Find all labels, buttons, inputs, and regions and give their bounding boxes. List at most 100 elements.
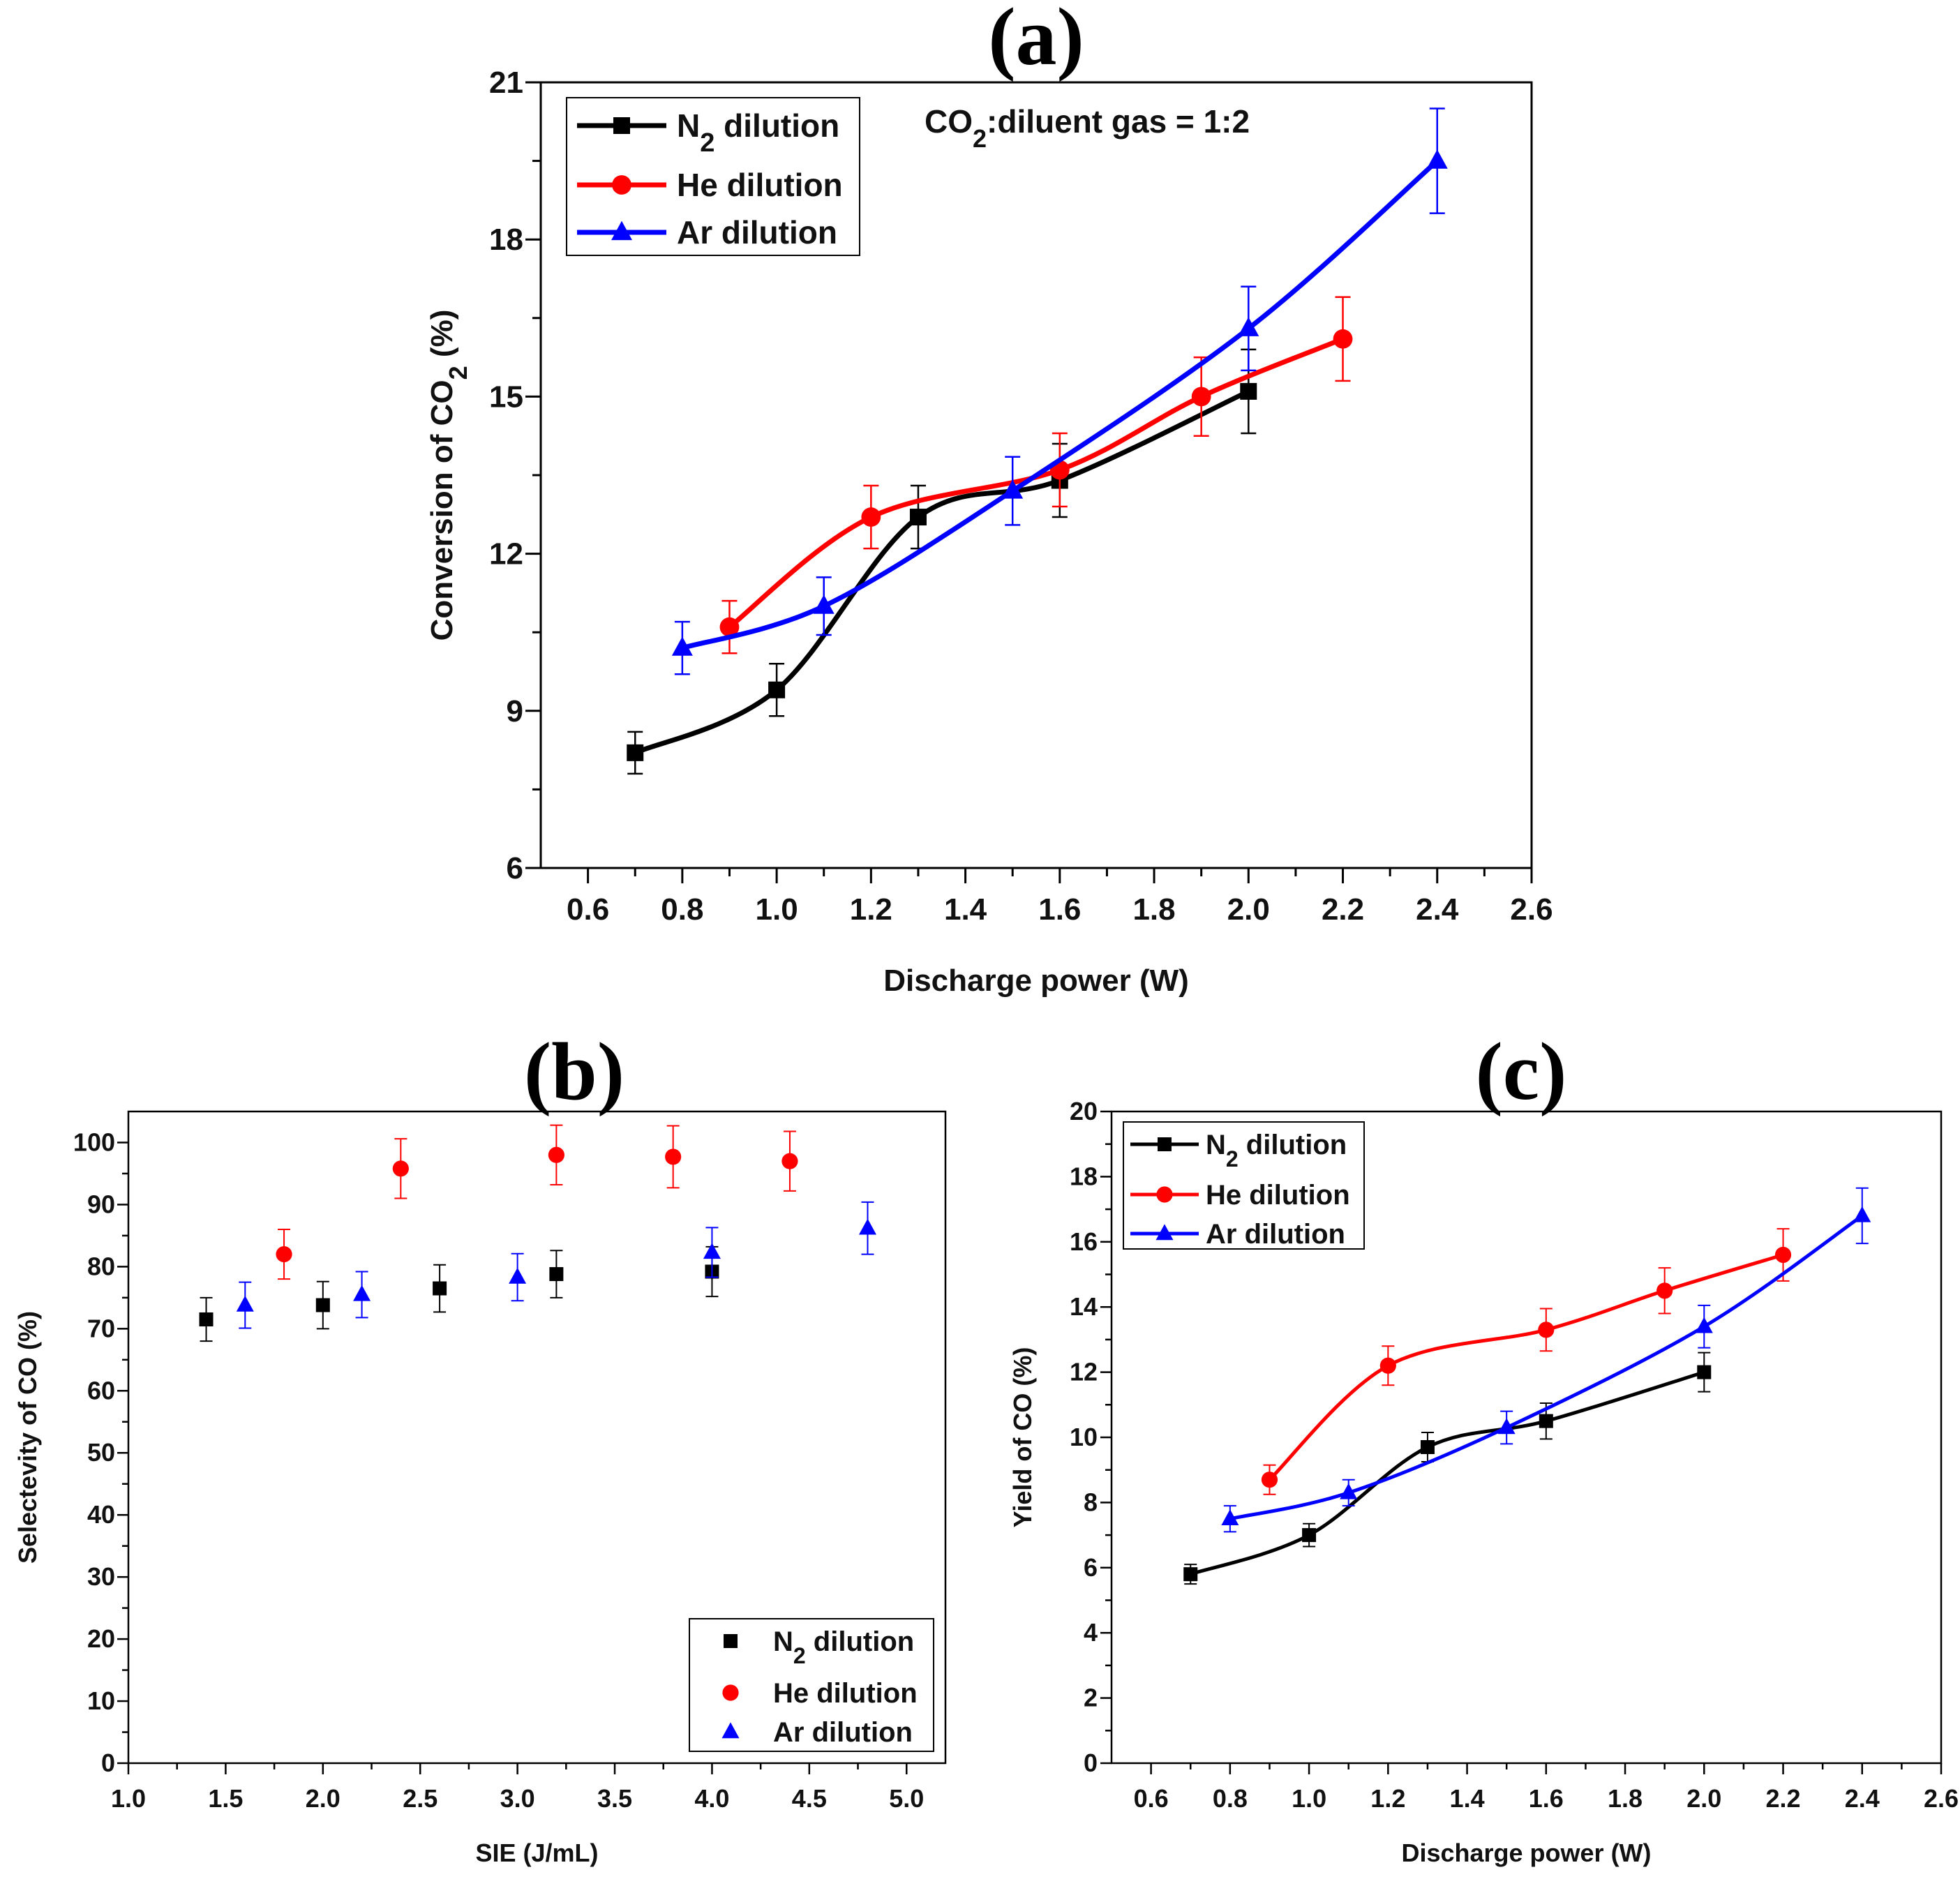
y-tick-label: 18 <box>1070 1162 1098 1190</box>
x-tick-label: 2.4 <box>1416 892 1459 927</box>
x-axis-title: SIE (J/mL) <box>475 1839 598 1867</box>
y-tick-label: 60 <box>87 1376 115 1405</box>
data-point-he <box>276 1245 292 1263</box>
data-point-n2 <box>1183 1567 1198 1582</box>
data-point-he <box>1774 1246 1792 1264</box>
legend-label-n2: N2 dilution <box>677 107 839 158</box>
data-point-n2 <box>909 509 927 526</box>
series-n2 <box>1183 1352 1712 1585</box>
data-point-ar <box>1221 1509 1239 1525</box>
data-point-he <box>1538 1322 1555 1338</box>
y-tick-label: 50 <box>87 1438 115 1467</box>
data-point-he <box>548 1146 564 1163</box>
data-point-n2 <box>627 744 644 761</box>
y-tick-label: 12 <box>1070 1358 1098 1386</box>
panel-a-label: (a) <box>988 0 1084 82</box>
y-tick-label: 21 <box>489 66 523 100</box>
panel-b-label: (b) <box>524 1026 624 1117</box>
legend-marker-he <box>722 1684 739 1701</box>
data-point-ar <box>509 1267 527 1284</box>
legend-marker-n2 <box>613 117 630 134</box>
series-ar <box>671 107 1448 675</box>
panel-c-yield-chart: (c) 0.6 0.8 1.0 1.2 1.4 1.6 1.8 2.0 2.2 2.4 2.6 0 2 4… <box>1008 1026 1959 1867</box>
data-point-he <box>861 507 881 527</box>
y-tick-label: 20 <box>87 1624 115 1653</box>
y-tick-label: 30 <box>87 1562 115 1591</box>
plot-area-1: 1.0 1.5 2.0 2.5 3.0 3.5 4.0 4.5 5.0 0 10 20 30 40 50 60… <box>13 1110 947 1867</box>
plot-area-2: 0.6 0.8 1.0 1.2 1.4 1.6 1.8 2.0 2.2 2.4 2.6 0 2 4 6 8 10… <box>1008 1097 1959 1867</box>
y-axis-title: Yield of CO (%) <box>1008 1347 1037 1528</box>
legend: N2 dilution He dilution Ar dilution <box>1123 1121 1365 1250</box>
series-line-he <box>727 336 1345 630</box>
data-point-he <box>392 1160 409 1177</box>
x-tick-label: 1.4 <box>944 892 987 927</box>
x-tick-label: 5.0 <box>889 1784 924 1813</box>
data-point-n2 <box>768 681 786 698</box>
legend-marker-n2 <box>724 1634 738 1648</box>
legend-marker-n2 <box>1158 1137 1172 1151</box>
x-axis-title: Discharge power (W) <box>1401 1839 1651 1867</box>
legend-label-he: He dilution <box>1206 1180 1350 1211</box>
y-tick-label: 16 <box>1070 1227 1098 1256</box>
legend-marker-ar <box>611 220 632 241</box>
data-point-ar <box>1340 1483 1358 1499</box>
legend-label-he: He dilution <box>773 1678 918 1709</box>
y-tick-label: 4 <box>1084 1618 1098 1647</box>
x-tick-label: 2.0 <box>1686 1784 1721 1813</box>
legend: N2 dilution He dilution Ar dilution <box>689 1618 934 1752</box>
legend-label-n2: N2 dilution <box>1206 1130 1347 1171</box>
x-tick-label: 3.0 <box>500 1784 535 1813</box>
y-tick-label: 40 <box>87 1500 115 1529</box>
y-tick-label: 15 <box>489 380 523 414</box>
y-tick-label: 70 <box>87 1314 115 1342</box>
series-n2 <box>199 1245 719 1342</box>
y-tick-label: 6 <box>507 851 523 885</box>
data-point-ar <box>1002 479 1024 499</box>
data-point-ar <box>671 636 693 656</box>
data-point-n2 <box>1240 382 1257 400</box>
legend-label-n2: N2 dilution <box>773 1626 914 1668</box>
panel-a-conversion-chart: (a) CO2:diluent gas = 1:2 0.6 0.8 1.0 1.2 1.… <box>425 0 1553 998</box>
legend-marker-he <box>612 175 631 195</box>
x-tick-label: 2.6 <box>1510 892 1553 927</box>
data-point-ar <box>353 1285 371 1301</box>
y-tick-label: 6 <box>1084 1553 1098 1582</box>
series-line-ar <box>680 158 1440 651</box>
x-tick-label: 2.0 <box>306 1784 341 1813</box>
x-tick-label: 2.2 <box>1322 892 1364 927</box>
x-axis-title: Discharge power (W) <box>883 964 1189 998</box>
x-tick-label: 1.0 <box>111 1784 146 1813</box>
legend-label-ar: Ar dilution <box>1206 1219 1345 1250</box>
y-tick-label: 18 <box>489 223 523 257</box>
data-point-ar <box>1695 1317 1713 1333</box>
x-tick-label: 1.2 <box>850 892 892 927</box>
data-point-he <box>1261 1472 1278 1488</box>
y-tick-label: 20 <box>1070 1097 1098 1125</box>
data-point-n2 <box>199 1312 214 1326</box>
data-point-he <box>1333 329 1353 349</box>
legend-label-ar: Ar dilution <box>677 214 837 250</box>
series-line-he <box>1268 1253 1785 1482</box>
x-tick-label: 1.8 <box>1132 892 1175 927</box>
x-tick-label: 2.2 <box>1766 1784 1801 1813</box>
data-point-n2 <box>549 1267 564 1282</box>
data-point-n2 <box>315 1298 330 1312</box>
x-tick-label: 0.6 <box>1134 1784 1169 1813</box>
data-point-he <box>1379 1357 1396 1374</box>
legend-marker-he <box>1156 1186 1173 1203</box>
legend-label-ar: Ar dilution <box>773 1717 913 1748</box>
legend: N2 dilution He dilution Ar dilution <box>566 97 860 256</box>
x-tick-label: 1.4 <box>1450 1784 1485 1813</box>
x-tick-label: 0.8 <box>661 892 703 927</box>
data-point-n2 <box>433 1281 447 1296</box>
x-tick-label: 0.6 <box>567 892 609 927</box>
data-point-n2 <box>1302 1528 1317 1543</box>
data-point-n2 <box>1420 1440 1435 1455</box>
x-tick-label: 2.6 <box>1924 1784 1959 1813</box>
x-tick-label: 3.5 <box>597 1784 632 1813</box>
x-tick-label: 1.2 <box>1370 1784 1405 1813</box>
data-point-he <box>665 1148 682 1165</box>
data-point-n2 <box>1697 1365 1712 1379</box>
y-tick-label: 8 <box>1084 1488 1098 1516</box>
data-point-ar <box>1497 1418 1516 1435</box>
